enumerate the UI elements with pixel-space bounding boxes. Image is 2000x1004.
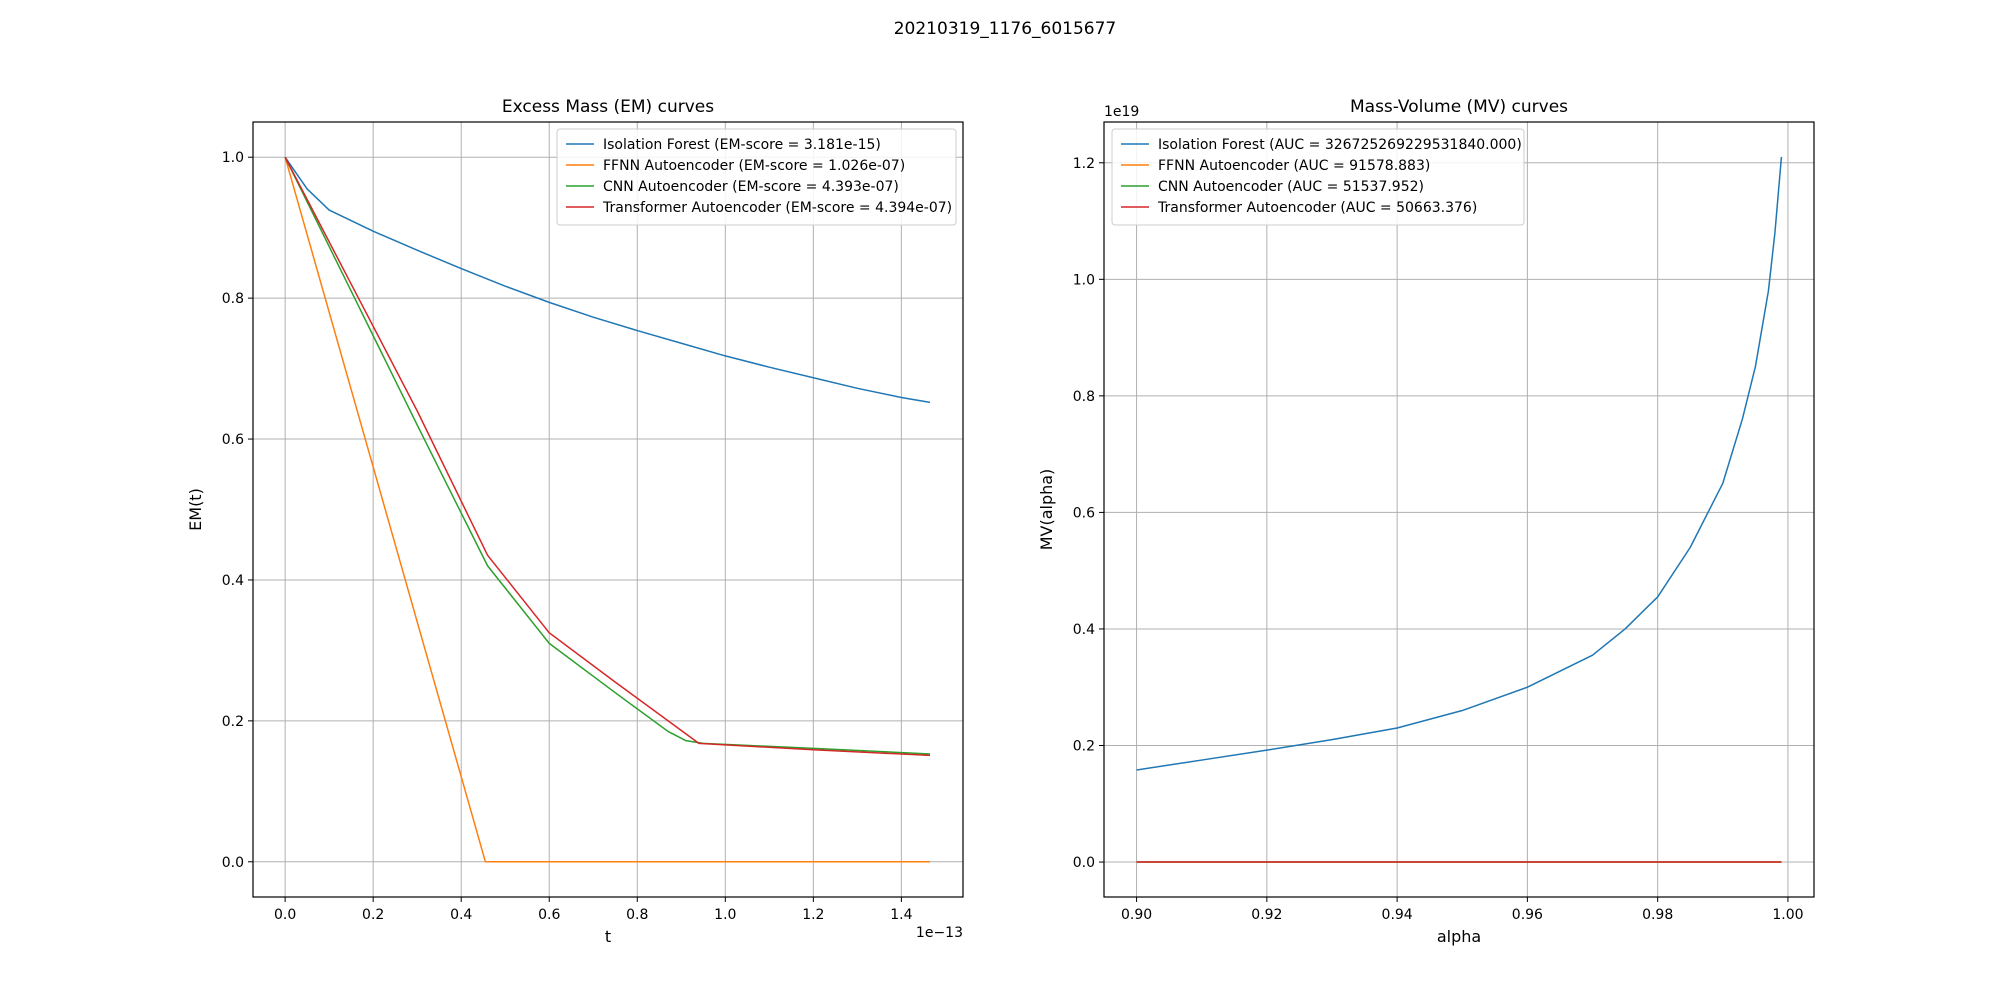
legend-entry: CNN Autoencoder (EM-score = 4.393e-07) <box>603 179 899 195</box>
x-tick-label: 0.6 <box>538 907 560 923</box>
y-tick-label: 0.4 <box>222 573 244 589</box>
legend-entry: Transformer Autoencoder (AUC = 50663.376… <box>1157 200 1477 216</box>
y-axis-title: EM(t) <box>186 488 205 531</box>
y-tick-label: 1.0 <box>1073 272 1095 288</box>
y-tick-label: 0.2 <box>222 714 244 730</box>
y-tick-label: 0.0 <box>1073 855 1095 871</box>
x-tick-label: 0.98 <box>1642 907 1673 923</box>
legend-entry: Transformer Autoencoder (EM-score = 4.39… <box>602 200 952 216</box>
legend-entry: Isolation Forest (EM-score = 3.181e-15) <box>603 137 881 153</box>
mv-curves-plot: 0.90 0.92 0.94 0.96 0.98 1.00 0.0 0.2 0.4 0.6 0.8 1… <box>1037 97 1815 946</box>
legend: Isolation Forest (AUC = 3267252692295318… <box>1111 128 1525 226</box>
x-offset-text: 1e−13 <box>916 925 963 941</box>
y-tick-label: 0.6 <box>222 432 244 448</box>
series-line-1 <box>284 157 930 863</box>
legend-entry: FFNN Autoencoder (AUC = 91578.883) <box>1158 158 1430 174</box>
legend-entry: CNN Autoencoder (AUC = 51537.952) <box>1158 179 1424 195</box>
x-tick-label: 0.4 <box>450 907 472 923</box>
x-tick-label: 0.94 <box>1382 907 1413 923</box>
y-tick-label: 0.0 <box>222 855 244 871</box>
y-tick-label: 0.2 <box>1073 738 1095 754</box>
x-tick-label: 0.96 <box>1512 907 1543 923</box>
y-tick-label: 1.0 <box>222 150 244 166</box>
legend-frame <box>556 128 957 226</box>
plot-title: Excess Mass (EM) curves <box>502 97 714 117</box>
x-tick-label: 1.2 <box>802 907 824 923</box>
y-offset-text: 1e19 <box>1104 104 1139 120</box>
series-line-3 <box>284 156 931 757</box>
series-line-2 <box>284 156 931 755</box>
x-tick-label: 0.8 <box>626 907 648 923</box>
plot-frame <box>252 121 964 898</box>
x-axis-title: alpha <box>1437 927 1481 946</box>
x-tick-label: 1.00 <box>1772 907 1803 923</box>
x-tick-label: 0.0 <box>274 907 296 923</box>
plot-frame <box>1103 121 1815 898</box>
y-tick-label: 1.2 <box>1073 156 1095 172</box>
x-axis-title: t <box>605 927 611 946</box>
y-tick-label: 0.6 <box>1073 505 1095 521</box>
figure-suptitle: 20210319_1176_6015677 <box>894 19 1117 39</box>
y-axis-title: MV(alpha) <box>1037 469 1056 551</box>
series-line-0 <box>284 156 931 404</box>
x-tick-label: 0.92 <box>1251 907 1282 923</box>
legend-entry: Isolation Forest (AUC = 3267252692295318… <box>1158 137 1522 153</box>
plot-title: Mass-Volume (MV) curves <box>1350 97 1568 117</box>
x-tick-label: 1.4 <box>890 907 912 923</box>
x-tick-label: 0.2 <box>362 907 384 923</box>
legend: Isolation Forest (EM-score = 3.181e-15) F… <box>556 128 957 226</box>
legend-entry: FFNN Autoencoder (EM-score = 1.026e-07) <box>603 158 905 174</box>
y-tick-label: 0.8 <box>1073 389 1095 405</box>
em-curves-plot: 0.0 0.2 0.4 0.6 0.8 1.0 1.2 1.4 0.0 0.2 0.4 0.6 0.8 1… <box>186 97 964 946</box>
y-tick-label: 0.4 <box>1073 622 1095 638</box>
x-tick-label: 1.0 <box>714 907 736 923</box>
x-tick-label: 0.90 <box>1121 907 1152 923</box>
series-line-0 <box>1136 156 1783 771</box>
legend-frame <box>1111 128 1525 226</box>
y-tick-label: 0.8 <box>222 291 244 307</box>
